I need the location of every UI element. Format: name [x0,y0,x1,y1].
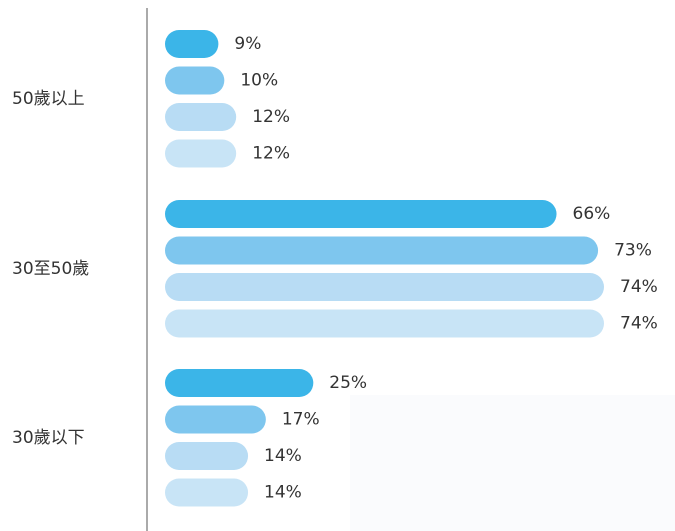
value-label: 66% [573,204,611,224]
value-label: 74% [620,277,658,297]
bar [165,405,266,434]
category-label: 30至50歲 [12,259,89,279]
bar [165,66,225,95]
bar [165,442,249,470]
bar [165,236,599,265]
bar [165,139,237,168]
value-label: 14% [264,483,302,503]
value-label: 9% [234,34,261,54]
bar [165,103,237,131]
value-label: 25% [329,373,367,393]
value-label: 14% [264,446,302,466]
value-label: 17% [282,410,320,430]
value-label: 10% [240,71,278,91]
value-label: 74% [620,314,658,334]
bar [165,478,249,507]
bar [165,30,219,58]
category-label: 30歲以下 [12,428,85,448]
category-label: 50歲以上 [12,89,85,109]
panel-shade [350,395,675,531]
value-label: 73% [614,241,652,261]
bar [165,309,604,338]
bar [165,200,557,228]
value-label: 12% [252,144,290,164]
bar [165,369,314,397]
bar [165,273,604,301]
value-label: 12% [252,107,290,127]
